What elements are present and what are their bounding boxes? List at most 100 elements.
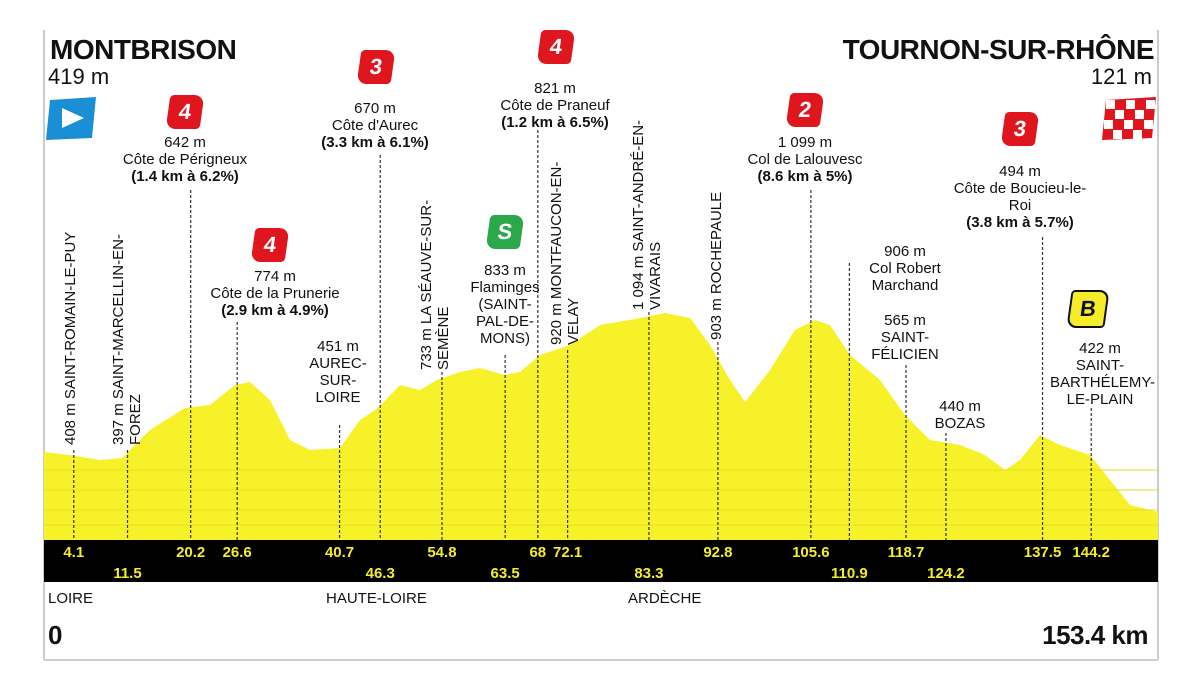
km-label: 20.2 [176,544,205,561]
label: SAINT-ROMAIN-LE-PUY [62,231,79,400]
km-label: 72.1 [553,544,582,561]
label: Côte d'Aurec [331,117,419,134]
label: 422 m [1079,340,1121,357]
label: SAINT-BARTHÉLEMY-LE-PLAIN [1050,357,1156,408]
label: SAINT-FÉLICIEN [871,329,939,363]
label: 774 m [254,268,296,285]
label: 397 m [110,403,127,445]
rect [1104,120,1113,129]
g [44,469,1158,526]
rect [1106,100,1115,109]
vert: 920 m MONTFAUCON-EN-VELAY [548,140,582,345]
label: BOZAS [934,415,986,432]
blk: 906 m Col Robert Marchand [850,243,960,294]
blk: 821 m Côte de Praneuf (1.2 km à 6.5%) [475,80,635,131]
label: 1 094 m [630,255,647,310]
label: Flaminges (SAINT-PAL-DE-MONS) [470,279,540,347]
label: 494 m [999,163,1041,180]
label: S [485,215,525,249]
rect [1146,100,1155,109]
label: Col de Lalouvesc [747,151,863,168]
label: TOURNON-SUR-RHÔNE [842,34,1155,65]
g: 4.1 11.5 20.2 26.6 40.7 46.3 54.8 63.5 68 72.1 83.… [63,544,1110,582]
label: 670 m [354,100,396,117]
km-label: 68 [529,544,546,561]
blk: 422 m SAINT-BARTHÉLEMY-LE-PLAIN [1050,340,1156,408]
label: LOIRE [48,590,94,607]
g [1102,97,1156,140]
g [73,130,1092,540]
km-label: 11.5 [113,565,141,582]
label: 821 m [534,80,576,97]
label: ARDÈCHE [628,590,702,607]
label: (3.3 km à 6.1%) [321,134,429,151]
km-label: 26.6 [223,544,252,561]
label: 565 m [884,312,926,329]
km-label: 40.7 [325,544,354,561]
km-label: 110.9 [831,565,868,582]
label: 642 m [164,134,206,151]
blk: 451 m AUREC-SUR-LOIRE [308,338,368,406]
blk: 1 099 m Col de Lalouvesc (8.6 km à 5%) [725,134,885,185]
label: 4 [250,228,290,262]
blk: 774 m Côte de la Prunerie (2.9 km à 4.9%) [190,268,360,319]
vert: 397 m SAINT-MARCELLIN-EN-FOREZ [110,230,144,445]
blk: 833 m Flaminges (SAINT-PAL-DE-MONS) [465,262,545,347]
label: 2 [785,93,825,127]
label: 408 m [62,403,79,445]
label: 733 m [418,328,435,370]
rect [44,540,1158,582]
km-label: 105.6 [792,544,830,561]
polygon [1102,97,1156,140]
label: 903 m [708,298,725,340]
km-label: 46.3 [366,565,395,582]
label: 920 m [548,303,565,345]
label: 3 [356,50,396,84]
rect [1124,120,1133,129]
label: ROCHEPAULE [708,191,725,295]
label: (8.6 km à 5%) [757,168,853,185]
km-label: 144.2 [1072,544,1110,561]
blk: 565 m SAINT-FÉLICIEN [865,312,945,363]
label: 121 m [1090,64,1152,89]
km-label: 54.8 [427,544,456,561]
rect [1126,100,1135,109]
blk: 440 m BOZAS [920,398,1000,432]
km-label: 92.8 [703,544,732,561]
rect [1133,130,1142,139]
label: 4 [536,30,576,64]
vert: 733 m LA SÉAUVE-SUR-SEMÈNE [418,180,452,370]
label: (2.9 km à 4.9%) [221,302,329,319]
label: Côte de Praneuf [500,97,610,114]
label: 440 m [939,398,981,415]
label: (1.2 km à 6.5%) [501,114,609,131]
label: AUREC-SUR-LOIRE [309,355,367,406]
label: Col Robert Marchand [869,260,941,294]
label: 4 [165,95,205,129]
km-label: 83.3 [634,565,663,582]
rect [1144,120,1153,129]
label: 906 m [884,243,926,260]
vert: 903 m ROCHEPAULE [708,150,725,340]
polygon [62,108,84,128]
label: 0 [48,620,62,650]
rect [1115,110,1124,119]
km-label: 63.5 [491,565,520,582]
label: Côte de Boucieu-le-Roi [953,180,1087,214]
label: (3.8 km à 5.7%) [966,214,1074,231]
blk: 494 m Côte de Boucieu-le-Roi (3.8 km à 5.7… [950,163,1090,231]
label: 153.4 km [1042,620,1148,650]
km-label: 124.2 [927,565,965,582]
label: 1 099 m [777,134,833,151]
label: 3 [1000,112,1040,146]
blk: 670 m Côte d'Aurec (3.3 km à 6.1%) [295,100,455,151]
km-label: 4.1 [63,544,84,561]
label: MONTBRISON [50,34,237,65]
polygon [44,313,1158,540]
label: Côte de Périgneux [122,151,248,168]
blk: 642 m Côte de Périgneux (1.4 km à 6.2%) [105,134,265,185]
label: Côte de la Prunerie [210,285,340,302]
label: B [1066,290,1110,328]
